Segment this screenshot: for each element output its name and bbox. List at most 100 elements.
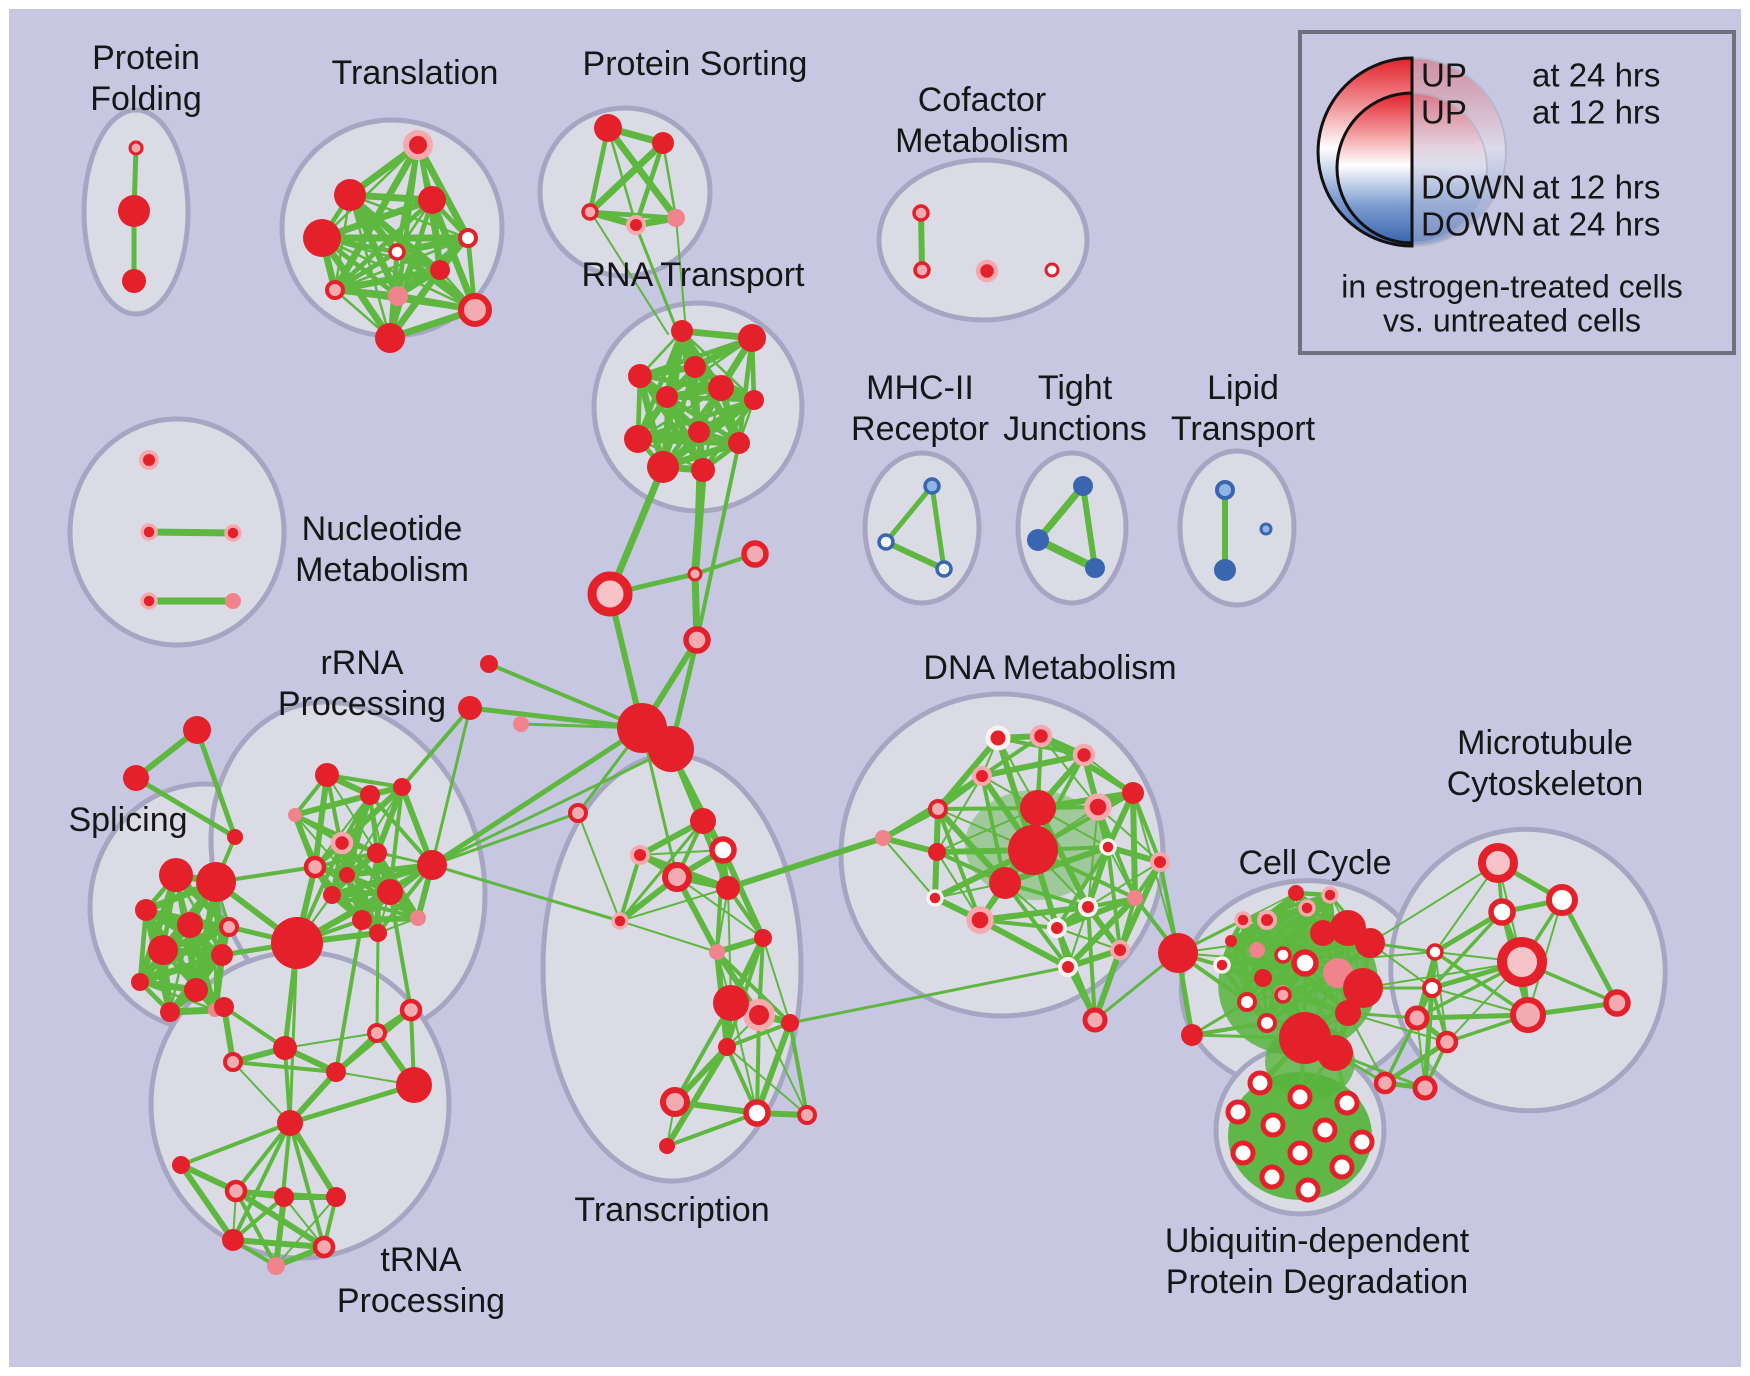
edge — [715, 848, 725, 954]
node-ubiquitin-degradation — [1230, 1140, 1256, 1166]
node-dna-metabolism — [1082, 1007, 1108, 1033]
edge — [430, 747, 673, 867]
node-dna-metabolism — [966, 906, 994, 934]
node-cell-cycle — [1237, 992, 1257, 1012]
node-transcription — [754, 929, 772, 947]
node-cell-cycle — [1317, 1035, 1353, 1071]
edge — [487, 662, 644, 730]
node-microtubule-cytoskeleton — [1422, 978, 1442, 998]
node-cell-cycle — [1291, 949, 1319, 977]
edge — [1237, 1102, 1348, 1113]
edge — [331, 266, 444, 294]
node-trna-processing — [267, 1257, 285, 1275]
edge — [287, 1082, 417, 1126]
node-splicing — [159, 858, 193, 892]
node-dna-metabolism — [1122, 782, 1144, 804]
edge — [232, 1061, 291, 1124]
node-trna-processing — [172, 1156, 190, 1174]
node-trna-processing — [326, 1187, 346, 1207]
edge — [348, 193, 470, 240]
node-rrna-processing — [393, 778, 411, 796]
node-connector — [1181, 1024, 1203, 1046]
edge — [700, 397, 757, 473]
node-microtubule-cytoskeleton — [1510, 997, 1546, 1033]
edge — [664, 1044, 730, 1149]
node-rna-transport — [728, 432, 750, 454]
cluster-label-nucleotide-metabolism: Nucleotide — [302, 510, 463, 548]
node-microtubule-cytoskeleton — [1488, 898, 1516, 926]
edge — [577, 812, 621, 922]
edge — [762, 937, 791, 1024]
node-cell-cycle — [1335, 1000, 1361, 1026]
node-lipid-transport — [1214, 559, 1236, 581]
cluster-label-nucleotide-metabolism: Metabolism — [295, 551, 469, 589]
edge — [294, 814, 348, 876]
edge — [275, 1196, 337, 1267]
node-dna-metabolism — [1084, 793, 1112, 821]
node-mhc-ii-receptor — [935, 560, 953, 578]
cluster-label-rrna-processing: Processing — [278, 685, 446, 723]
edge — [137, 907, 149, 985]
edge — [1369, 862, 1499, 944]
node-transcription — [743, 1099, 771, 1127]
edge — [284, 1032, 378, 1049]
edge — [318, 196, 436, 242]
node-dna-metabolism — [1150, 852, 1170, 872]
edge — [145, 528, 237, 537]
node-cell-cycle — [1213, 956, 1231, 974]
edge — [586, 139, 667, 216]
edge — [979, 752, 1087, 779]
node-connector — [183, 716, 211, 744]
node-trna-processing — [274, 1187, 294, 1207]
edge — [1065, 895, 1138, 970]
edge — [726, 1046, 808, 1116]
edge — [639, 849, 724, 856]
edge — [294, 814, 333, 896]
edge — [1130, 790, 1138, 901]
edge — [178, 1162, 236, 1243]
node-mhc-ii-receptor — [877, 533, 895, 551]
edge — [375, 931, 380, 1035]
node-transcription — [630, 845, 650, 865]
edge — [619, 887, 729, 922]
node-transcription — [713, 985, 749, 1021]
node-connector — [513, 716, 529, 732]
nodes — [118, 114, 1631, 1275]
edge — [725, 835, 886, 891]
cluster-label-protein-folding: Folding — [90, 80, 202, 118]
legend-time-label: at 12 hrs — [1532, 169, 1660, 206]
node-dna-metabolism — [1078, 897, 1098, 917]
cluster-label-tight-junctions: Tight — [1038, 369, 1113, 407]
cluster-label-tight-junctions: Junctions — [1003, 410, 1147, 448]
edge — [1097, 806, 1161, 863]
edge — [936, 775, 983, 853]
edge — [325, 773, 404, 789]
edge — [636, 386, 723, 441]
edge — [1087, 806, 1099, 908]
edge — [1282, 892, 1297, 956]
node-microtubule-cytoskeleton — [1478, 843, 1518, 883]
node-dna-metabolism — [1127, 890, 1143, 906]
node-protein-sorting — [581, 203, 599, 221]
node-microtubule-cytoskeleton — [1497, 937, 1547, 987]
node-connector — [1158, 933, 1198, 973]
edge — [880, 806, 941, 841]
node-ubiquitin-degradation — [1334, 1090, 1360, 1116]
node-translation — [403, 130, 433, 160]
edge — [736, 335, 755, 446]
node-rrna-processing — [339, 867, 355, 883]
edge — [288, 1121, 326, 1249]
edge — [634, 435, 743, 447]
edge — [320, 143, 420, 240]
edge — [430, 863, 622, 923]
cluster-label-cofactor-metabolism: Cofactor — [918, 81, 1047, 119]
edge — [880, 835, 940, 855]
node-tight-junctions — [1027, 529, 1049, 551]
edge — [635, 397, 757, 442]
cluster-ellipse-cofactor-metabolism — [876, 157, 1090, 323]
edge — [725, 1021, 792, 1049]
edge — [715, 950, 792, 1025]
node-rrna-processing — [367, 843, 387, 863]
